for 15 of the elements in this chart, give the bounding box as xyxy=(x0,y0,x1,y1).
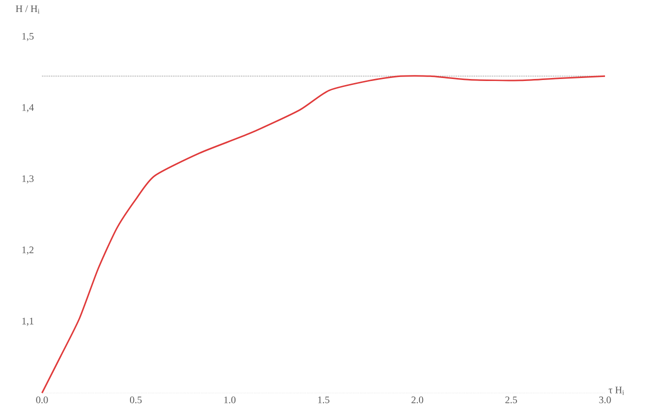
x-tick-label: 0.0 xyxy=(36,396,48,404)
x-tick-label: 3.0 xyxy=(599,396,611,404)
x-tick-label: 2.0 xyxy=(412,396,424,404)
y-tick-label: 1,4 xyxy=(22,104,34,112)
y-axis-title: H / H$_{i}$ xyxy=(16,5,40,14)
x-tick-label: 2.5 xyxy=(505,396,518,404)
y-tick-label: 1,1 xyxy=(22,318,34,326)
x-tick-label: 1.0 xyxy=(224,396,236,404)
y-tick-label: 1,3 xyxy=(22,175,34,184)
x-tick-label: 0.5 xyxy=(130,396,142,404)
y-tick-label: 1,2 xyxy=(22,246,34,255)
x-tick-label: 1.5 xyxy=(318,396,330,404)
y-tick-label: 1,5 xyxy=(22,32,34,42)
x-axis-title: τ H$_{i}$ xyxy=(608,386,624,395)
line-series xyxy=(41,75,606,394)
